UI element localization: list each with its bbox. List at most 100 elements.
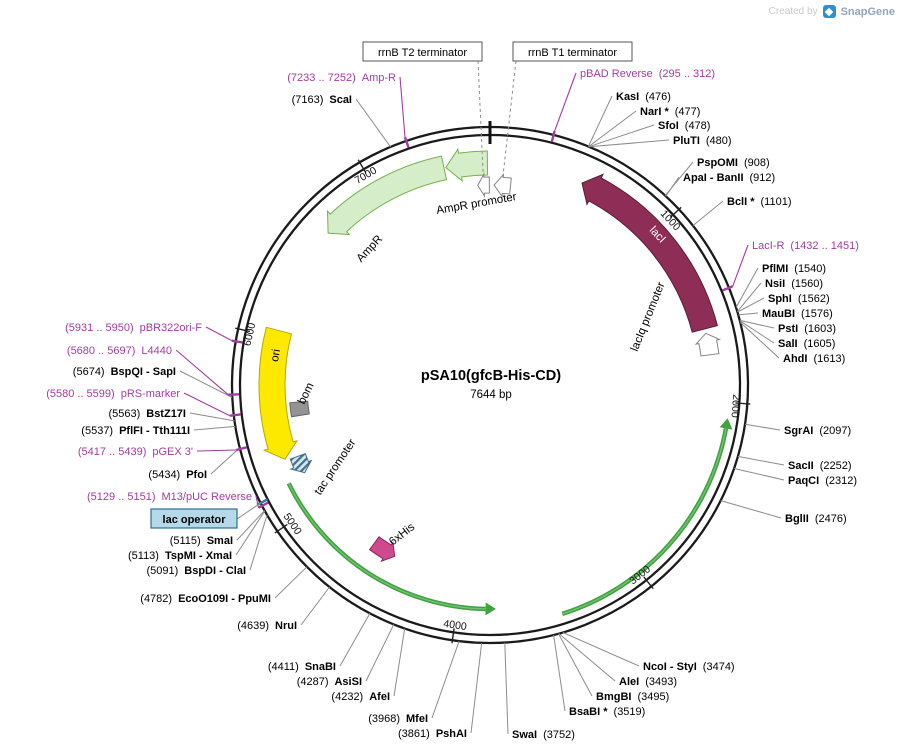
primer-callout-line [205, 326, 233, 342]
site-label-pshai[interactable]: (3861) PshAI [398, 728, 467, 740]
site-label-bspdi-clai[interactable]: (5091) BspDI - ClaI [146, 565, 246, 577]
site-callout-line [504, 642, 509, 735]
primer-label-amp-r[interactable]: (7233 .. 7252) Amp-R [287, 72, 396, 84]
site-callout-line [735, 267, 759, 308]
site-callout-line [470, 642, 483, 734]
site-label-psti[interactable]: PstI (1603) [778, 323, 836, 335]
site-label-pflfi-tth111i[interactable]: (5537) PflFI - Tth111I [81, 425, 190, 437]
site-label-pfoi[interactable]: (5434) PfoI [148, 469, 207, 481]
site-label-sacii[interactable]: SacII (2252) [788, 460, 851, 472]
site-label-bglii[interactable]: BglII (2476) [785, 513, 847, 525]
site-callout-line [738, 312, 759, 316]
site-label-sfoi[interactable]: SfoI (478) [658, 120, 710, 132]
site-label-tspmi-xmai[interactable]: (5113) TspMI - XmaI [128, 550, 232, 562]
site-label-swai[interactable]: SwaI (3752) [512, 729, 575, 741]
site-callout-line [210, 447, 241, 475]
feature-rrnb-t1-terminator[interactable] [493, 172, 512, 198]
lac-operator-label[interactable]: lac operator [163, 514, 227, 526]
site-label-kasi[interactable]: KasI (476) [616, 91, 671, 103]
feature-ampr[interactable] [326, 155, 448, 236]
site-label-bcli-[interactable]: BclI * (1101) [727, 196, 792, 208]
site-label-apai-banii[interactable]: ApaI - BanII (912) [683, 172, 775, 184]
site-label-sgrai[interactable]: SgrAI (2097) [784, 425, 851, 437]
site-label-mfei[interactable]: (3968) MfeI [368, 713, 428, 725]
primer-label-pgex-3-[interactable]: (5417 .. 5439) pGEX 3' [78, 446, 193, 458]
site-callout-line [431, 640, 460, 719]
site-callout-line [189, 412, 235, 422]
site-callout-line [393, 628, 406, 697]
site-label-bspqi-sapi[interactable]: (5674) BspQI - SapI [73, 366, 176, 378]
site-label-nari-[interactable]: NarI * (477) [640, 106, 700, 118]
site-label-ahdi[interactable]: AhdI (1613) [783, 353, 845, 365]
feature-label-laciq-promoter[interactable]: lacIq promoter [629, 280, 668, 353]
primer-callout-line [255, 495, 260, 508]
primer-label-prs-marker[interactable]: (5580 .. 5599) pRS-marker [46, 388, 180, 400]
feature-ampr-promoter[interactable] [445, 147, 489, 183]
primer-tick [403, 136, 410, 148]
snapgene-brand: SnapGene [840, 5, 895, 18]
site-label-paqci[interactable]: PaqCI (2312) [788, 475, 857, 487]
primer-label-pbr322ori-f[interactable]: (5931 .. 5950) pBR322ori-F [65, 322, 202, 334]
feature-label-bom[interactable]: bom [296, 381, 317, 406]
feature-ori[interactable] [258, 326, 299, 460]
rrnb-t1-terminator-label[interactable]: rrnB T1 terminator [528, 47, 617, 59]
feature-bom[interactable] [289, 400, 310, 418]
feature-label-tac-promoter[interactable]: tac promoter [312, 437, 358, 497]
scale-tick-label-4000: 4000 [443, 618, 468, 633]
cds-arrow-2[interactable] [561, 427, 729, 617]
cds-arrow-1-head [485, 602, 496, 616]
site-label-nrui[interactable]: (4639) NruI [237, 620, 297, 632]
site-callout-line [553, 634, 566, 712]
site-callout-line [739, 319, 775, 329]
site-callout-line [235, 510, 266, 556]
cds-arrow-2-highlight [562, 428, 727, 615]
site-label-sali[interactable]: SalI (1605) [778, 338, 835, 350]
scale-tick-label-5000: 5000 [281, 511, 304, 537]
site-label-smai[interactable]: (5115) SmaI [170, 535, 233, 547]
primer-callout-line [732, 244, 749, 287]
site-label-ncoi-styi[interactable]: NcoI - StyI (3474) [643, 661, 735, 673]
primer-label-laci-r[interactable]: LacI-R (1432 .. 1451) [752, 240, 859, 252]
feature-laci[interactable] [581, 173, 719, 333]
feature-label-ampr[interactable]: AmpR [355, 233, 386, 265]
primer-tick [231, 339, 243, 344]
rrnb-t2-terminator-label[interactable]: rrnB T2 terminator [378, 47, 467, 59]
snapgene-logo-icon [822, 5, 836, 18]
primer-label-m13-puc-reverse[interactable]: (5129 .. 5151) M13/pUC Reverse [87, 491, 252, 503]
site-callout-line [587, 95, 613, 147]
site-label-sphi[interactable]: SphI (1562) [768, 293, 830, 305]
primer-label-pbad-reverse[interactable]: pBAD Reverse (295 .. 312) [580, 68, 715, 80]
site-label-asisi[interactable]: (4287) AsiSI [297, 676, 362, 688]
feature-rrnb-t2-terminator[interactable] [477, 172, 490, 198]
scale-tick-label-6000: 6000 [242, 322, 259, 348]
site-label-alei[interactable]: AleI (3493) [619, 676, 677, 688]
site-label-ecoo109i-ppumi[interactable]: (4782) EcoO109I - PpuMI [140, 593, 271, 605]
cds-arrow-1-highlight [288, 483, 486, 610]
primer-label-l4440[interactable]: (5680 .. 5697) L4440 [67, 345, 172, 357]
feature-laciq-promoter[interactable] [694, 332, 722, 357]
rrnb-t2-terminator-label-box[interactable] [362, 41, 483, 62]
site-label-pluti[interactable]: PluTI (480) [673, 135, 732, 147]
feature-label-ampr-promoter[interactable]: AmpR promoter [435, 191, 517, 217]
site-label-pflmi[interactable]: PflMI (1540) [762, 263, 826, 275]
gene-arrow-layer [286, 418, 733, 617]
rrnb-t1-terminator-label-box[interactable] [512, 41, 633, 62]
site-label-bstz17i[interactable]: (5563) BstZ17I [108, 408, 186, 420]
feature-his-tag[interactable] [368, 536, 396, 563]
primer-callout-line [399, 76, 406, 138]
site-label-pspomi[interactable]: PspOMI (908) [697, 157, 770, 169]
site-label-bmgbi[interactable]: BmgBI (3495) [596, 691, 669, 703]
site-label-afei[interactable]: (4232) AfeI [331, 691, 390, 703]
feature-label-his-tag[interactable]: 6xHis [387, 521, 417, 548]
site-label-bsabi-[interactable]: BsaBI * (3519) [569, 706, 645, 718]
feature-label-ori[interactable]: ori [269, 348, 283, 363]
site-callout-line [588, 124, 655, 148]
site-label-nsii[interactable]: NsiI (1560) [765, 278, 823, 290]
site-callout-line [193, 425, 236, 431]
feature-tac-promoter[interactable] [289, 452, 313, 474]
site-label-snabi[interactable]: (4411) SnaBI [268, 661, 336, 673]
lac-operator-box[interactable] [150, 508, 238, 529]
site-label-maubi[interactable]: MauBI (1576) [762, 308, 833, 320]
site-callout-line [558, 633, 593, 697]
site-label-scai[interactable]: (7163) ScaI [292, 94, 352, 106]
